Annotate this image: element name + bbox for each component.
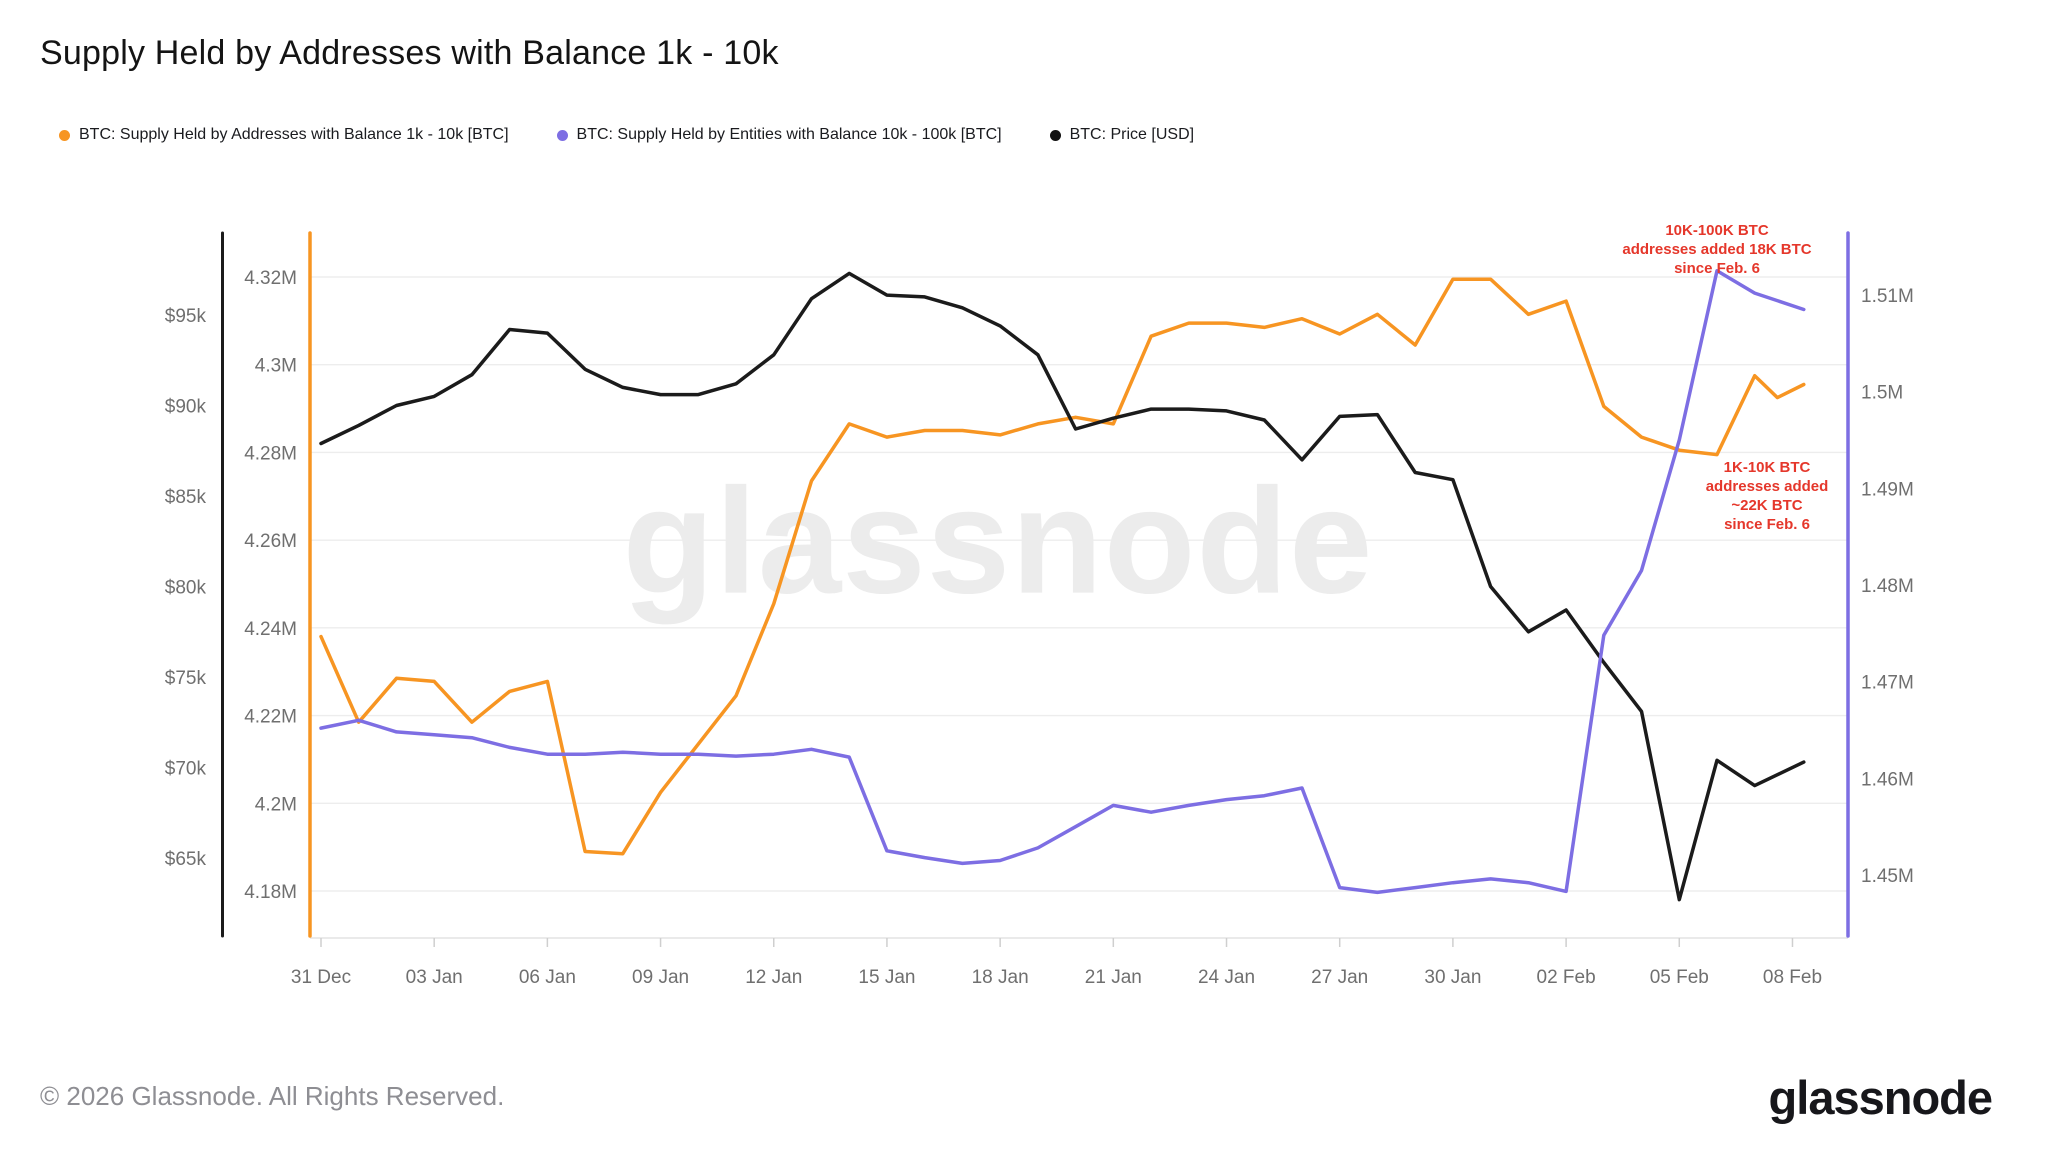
price-tick-label: $80k — [165, 578, 207, 599]
legend-label: BTC: Supply Held by Entities with Balanc… — [576, 126, 1002, 143]
supply-tick-label: 4.26M — [244, 531, 297, 552]
price-tick-label: $75k — [165, 668, 207, 689]
x-tick-label: 18 Jan — [972, 967, 1029, 988]
page-title: Supply Held by Addresses with Balance 1k… — [40, 34, 779, 72]
supply-tick-label: 4.24M — [244, 619, 297, 640]
legend-dot-orange-icon — [59, 129, 70, 141]
glassnode-logo: glassnode — [1768, 1071, 1993, 1124]
x-tick-label: 02 Feb — [1537, 967, 1596, 988]
legend-item-price[interactable]: BTC: Price [USD] — [1049, 126, 1195, 144]
copyright-text: © 2026 Glassnode. All Rights Reserved. — [40, 1081, 505, 1111]
price-tick-label: $85k — [165, 487, 207, 508]
x-tick-label: 27 Jan — [1311, 967, 1368, 988]
price-tick-label: $65k — [165, 849, 207, 870]
x-tick-label: 30 Jan — [1424, 967, 1481, 988]
legend-item-supply-1k-10k[interactable]: BTC: Supply Held by Addresses with Balan… — [59, 126, 509, 144]
annotation-10k-100k: 10K-100K BTC addresses added 18K BTC sin… — [1622, 222, 1812, 277]
supply-tick-label: 4.18M — [244, 882, 297, 903]
x-tick-label: 09 Jan — [632, 967, 689, 988]
price-tick-label: $70k — [165, 759, 207, 780]
x-tick-label: 15 Jan — [858, 967, 915, 988]
supply-tick-label: 4.28M — [244, 443, 297, 464]
supply-tick-label: 4.2M — [255, 794, 297, 815]
x-tick-label: 24 Jan — [1198, 967, 1255, 988]
annotation-1k-10k: 1K-10K BTC addresses added ~22K BTC sinc… — [1705, 459, 1829, 533]
x-tick-label: 05 Feb — [1650, 967, 1709, 988]
x-tick-label: 31 Dec — [291, 967, 351, 988]
x-tick-label: 08 Feb — [1763, 967, 1822, 988]
x-tick-label: 06 Jan — [519, 967, 576, 988]
price-tick-label: $95k — [165, 306, 207, 327]
entities-tick-label: 1.47M — [1861, 673, 1914, 694]
legend-dot-purple-icon — [556, 129, 568, 141]
legend-label: BTC: Price [USD] — [1069, 126, 1195, 143]
legend-dot-black-icon — [1049, 129, 1061, 141]
supply-tick-label: 4.32M — [244, 268, 297, 289]
entities-tick-label: 1.46M — [1861, 769, 1914, 790]
chart-legend: BTC: Supply Held by Addresses with Balan… — [59, 126, 1194, 144]
supply-tick-label: 4.22M — [244, 707, 297, 728]
entities-10k-100k-line — [319, 269, 1806, 895]
entities-tick-label: 1.49M — [1861, 479, 1914, 500]
entities-tick-label: 1.48M — [1861, 576, 1914, 597]
legend-label: BTC: Supply Held by Addresses with Balan… — [79, 126, 509, 143]
price-tick-label: $90k — [165, 397, 207, 418]
supply-tick-label: 4.3M — [255, 356, 297, 377]
x-tick-label: 21 Jan — [1085, 967, 1142, 988]
x-tick-label: 12 Jan — [745, 967, 802, 988]
entities-tick-label: 1.5M — [1861, 383, 1903, 404]
entities-tick-label: 1.45M — [1861, 866, 1914, 887]
legend-item-entities-10k-100k[interactable]: BTC: Supply Held by Entities with Balanc… — [556, 126, 1002, 144]
price-line — [319, 271, 1806, 902]
supply-1k-10k-line — [319, 277, 1806, 856]
entities-tick-label: 1.51M — [1861, 286, 1914, 307]
x-tick-label: 03 Jan — [406, 967, 463, 988]
